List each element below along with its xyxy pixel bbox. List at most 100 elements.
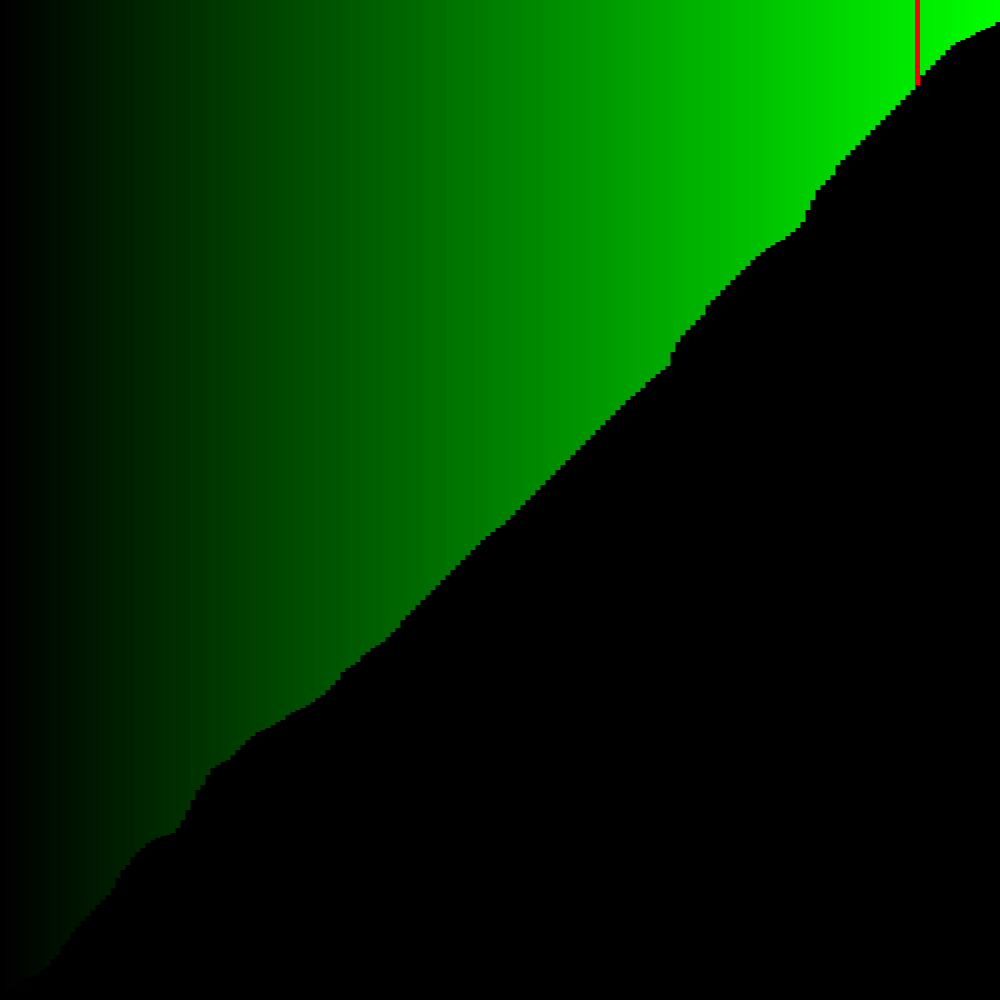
bar (455, 0, 461, 565)
bar (125, 0, 131, 865)
bar (80, 0, 86, 921)
bar (175, 0, 181, 828)
bar (540, 0, 546, 485)
bar (5, 0, 11, 994)
bar (585, 0, 591, 440)
bar (785, 0, 791, 236)
bar (865, 0, 871, 135)
bar (490, 0, 496, 532)
bar (360, 0, 366, 655)
bar (625, 0, 631, 400)
bar (85, 0, 91, 916)
bar (730, 0, 736, 280)
bar (295, 0, 301, 710)
bar (600, 0, 606, 425)
bar (160, 0, 166, 836)
bar (90, 0, 96, 910)
bar (35, 0, 41, 975)
bar (855, 0, 861, 145)
bar (0, 0, 6, 995)
bar (760, 0, 766, 252)
bar (560, 0, 566, 465)
bar (520, 0, 526, 505)
bar (495, 0, 501, 528)
bar (685, 0, 691, 330)
bar (545, 0, 551, 480)
bar (955, 0, 961, 42)
bar (715, 0, 721, 296)
bar (530, 0, 536, 495)
bar (180, 0, 186, 820)
bar (725, 0, 731, 285)
bar (225, 0, 231, 760)
bar (690, 0, 696, 325)
bar (145, 0, 151, 843)
bar (700, 0, 706, 315)
bar (350, 0, 356, 665)
bar (775, 0, 781, 242)
bar (435, 0, 441, 585)
bar (655, 0, 661, 374)
bar (610, 0, 616, 415)
bar (870, 0, 876, 130)
bar (535, 0, 541, 490)
bar (750, 0, 756, 260)
bar (400, 0, 406, 620)
bar (735, 0, 741, 275)
bar (965, 0, 971, 38)
bar (475, 0, 481, 545)
bar (105, 0, 111, 895)
bar (30, 0, 36, 976)
bar (250, 0, 256, 736)
bar (555, 0, 561, 470)
bar (255, 0, 261, 732)
bar (460, 0, 466, 560)
bar (795, 0, 801, 228)
bar (990, 0, 996, 26)
bar (70, 0, 76, 932)
bar (825, 0, 831, 180)
bar (525, 0, 531, 500)
bar (325, 0, 331, 690)
bar (940, 0, 946, 55)
bar (10, 0, 16, 990)
bar (740, 0, 746, 270)
bar (230, 0, 236, 755)
bar (115, 0, 121, 878)
bar (925, 0, 931, 70)
bar (305, 0, 311, 705)
bar (620, 0, 626, 405)
bar (55, 0, 61, 955)
bar (385, 0, 391, 637)
bar (280, 0, 286, 720)
bar (170, 0, 176, 833)
bar (220, 0, 226, 762)
bar (420, 0, 426, 600)
bar (140, 0, 146, 848)
bar (665, 0, 671, 366)
bar (235, 0, 241, 750)
bar (465, 0, 471, 555)
bar (935, 0, 941, 60)
bar (905, 0, 911, 95)
bar (645, 0, 651, 382)
bar (845, 0, 851, 155)
bar (40, 0, 46, 970)
bar (135, 0, 141, 852)
bar (380, 0, 386, 642)
bar (485, 0, 491, 536)
bar (285, 0, 291, 715)
bar (675, 0, 681, 342)
bar (895, 0, 901, 105)
highlighted-bar (915, 0, 921, 85)
bar (150, 0, 156, 840)
bar (900, 0, 906, 100)
bar (265, 0, 271, 728)
bar (165, 0, 171, 835)
bar (695, 0, 701, 320)
bar (840, 0, 846, 160)
bar (345, 0, 351, 668)
bar (815, 0, 821, 190)
bar (190, 0, 196, 800)
